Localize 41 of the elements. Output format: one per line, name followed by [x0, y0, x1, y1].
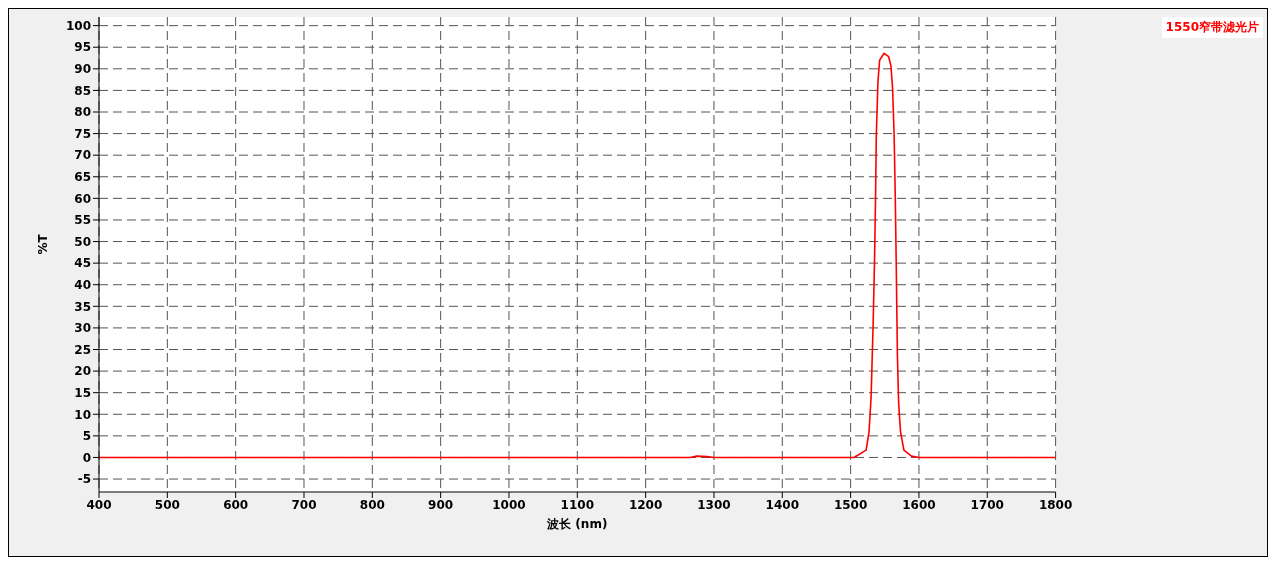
y-tick-label: 15 — [74, 385, 91, 400]
y-tick-label: 75 — [74, 126, 91, 141]
y-tick-label: 20 — [74, 364, 91, 379]
x-tick-label: 1100 — [560, 497, 594, 512]
x-tick-label: 1000 — [492, 497, 526, 512]
y-tick-label: 10 — [74, 407, 91, 422]
y-tick-label: 70 — [74, 148, 91, 163]
x-tick-label: 1800 — [1038, 497, 1073, 512]
text: 1550窄带滤光片 — [1165, 19, 1259, 36]
y-tick-label: 95 — [74, 40, 91, 55]
x-tick-label: 400 — [86, 497, 112, 512]
y-tick-label: -5 — [77, 472, 91, 487]
x-axis-title: 波长 (nm) — [546, 517, 608, 531]
x-tick-label: 500 — [154, 497, 180, 512]
y-tick-label: 90 — [74, 62, 91, 77]
y-tick-label: 45 — [74, 256, 91, 271]
y-tick-label: 0 — [82, 450, 91, 465]
y-tick-label: 5 — [82, 429, 91, 444]
y-tick-label: 65 — [74, 170, 91, 185]
y-tick-label: 50 — [74, 234, 91, 249]
x-tick-label: 600 — [223, 497, 249, 512]
y-tick-label: 25 — [74, 342, 91, 357]
y-axis-title: %T — [36, 233, 51, 255]
x-tick-label: 1500 — [833, 497, 868, 512]
x-tick-label: 1700 — [970, 497, 1004, 512]
x-tick-label: 1300 — [697, 497, 731, 512]
y-tick-label: 35 — [74, 299, 91, 314]
x-tick-label: 700 — [291, 497, 317, 512]
y-tick-label: 100 — [65, 18, 91, 33]
y-tick-label: 30 — [74, 321, 91, 336]
y-tick-label: 60 — [74, 191, 91, 206]
y-tick-label: 80 — [74, 105, 91, 120]
x-tick-label: 800 — [359, 497, 385, 512]
line-series — [99, 52, 1056, 459]
x-tick-label: 1400 — [765, 497, 799, 512]
x-tick-label: 900 — [428, 497, 454, 512]
x-tick-label: 1200 — [628, 497, 663, 512]
x-tick-label: 1600 — [902, 497, 936, 512]
y-tick-label: 85 — [74, 83, 91, 98]
y-tick-label: 40 — [74, 277, 91, 292]
y-tick-label: 55 — [74, 213, 91, 228]
